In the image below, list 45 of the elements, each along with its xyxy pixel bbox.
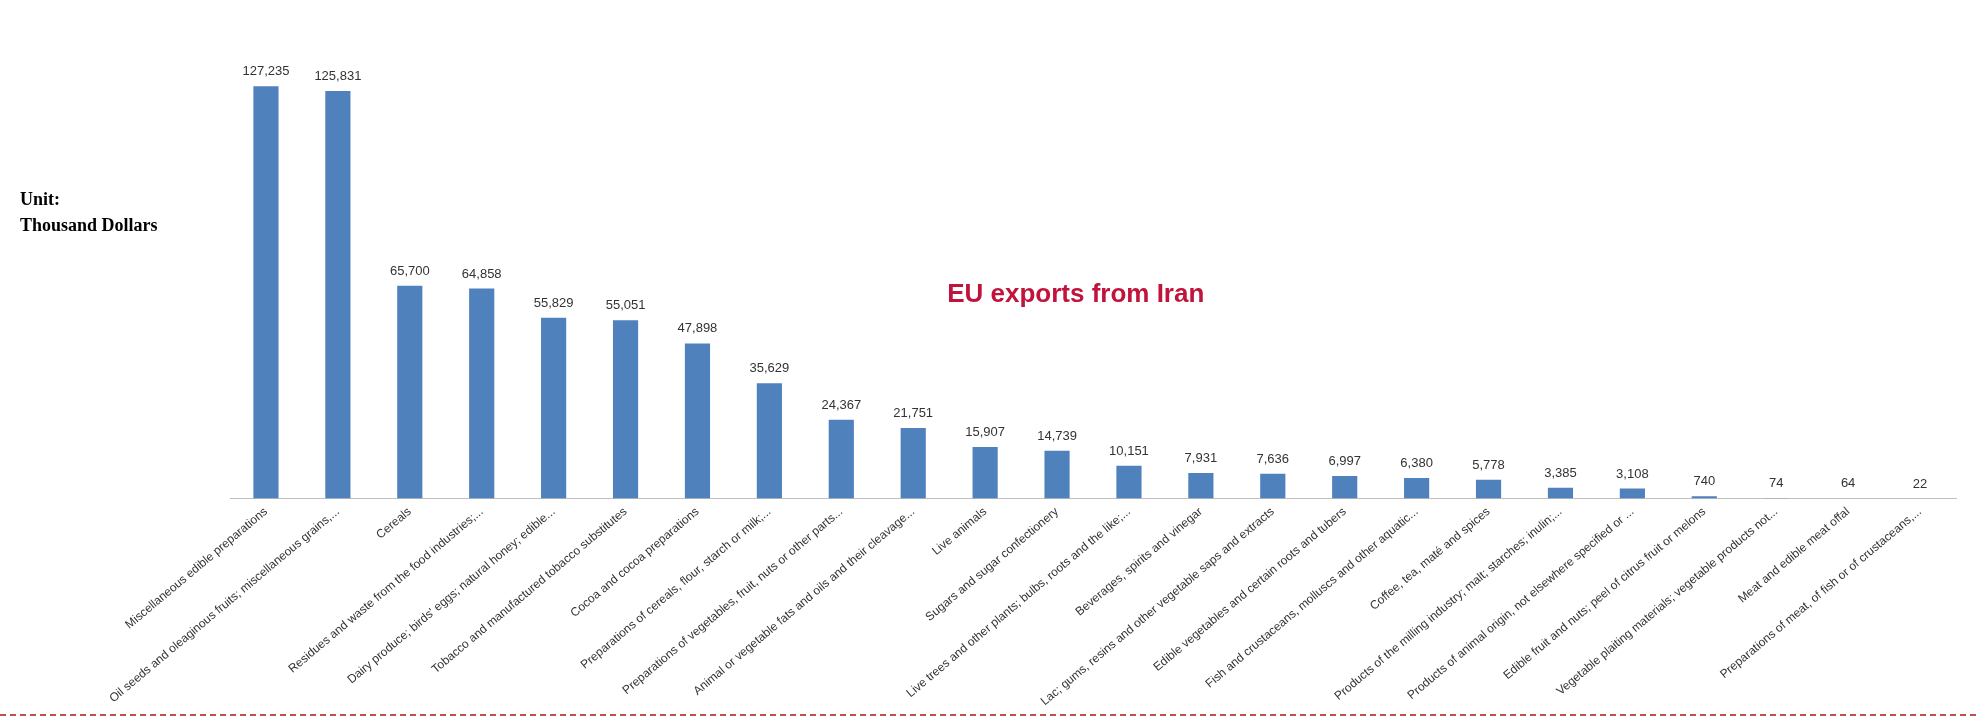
data-label: 3,108: [1616, 465, 1649, 481]
data-label: 10,151: [1109, 442, 1149, 458]
data-label: 64: [1840, 475, 1856, 491]
data-label: 24,367: [821, 396, 862, 412]
bar: [1475, 479, 1502, 499]
data-label: 127,235: [242, 63, 290, 79]
data-label: 74: [1768, 475, 1784, 491]
data-label: 740: [1693, 473, 1716, 489]
data-label: 125,831: [314, 67, 362, 83]
data-label: 6,997: [1328, 453, 1361, 468]
data-label: 47,898: [677, 320, 718, 336]
data-label: 55,051: [605, 297, 646, 313]
bar: [1404, 477, 1430, 499]
bar: [1547, 487, 1574, 499]
bar: [541, 317, 567, 499]
data-label: 3,385: [1544, 464, 1577, 480]
data-label: 65,700: [389, 262, 430, 278]
data-label: 64,858: [461, 265, 502, 281]
bar: [1332, 475, 1358, 499]
bar: [397, 285, 423, 499]
bar: [972, 447, 998, 499]
y-axis-title: Unit: Thousand Dollars: [20, 188, 158, 235]
data-label: 21,751: [893, 405, 934, 421]
data-label: 55,829: [533, 294, 574, 310]
data-label: 14,739: [1037, 427, 1077, 443]
data-label: 15,907: [965, 424, 1006, 440]
bar: [325, 90, 351, 499]
bar: [1044, 450, 1070, 499]
data-label: 6,380: [1400, 455, 1433, 470]
data-label: 7,931: [1184, 449, 1218, 465]
bar: [1260, 473, 1286, 499]
bar: [828, 419, 854, 499]
data-label: 35,629: [749, 360, 790, 376]
bar: [1188, 472, 1214, 499]
text: EU exports from Iran: [947, 277, 1205, 308]
bar: [684, 343, 711, 499]
bar: [756, 383, 782, 499]
bar: [253, 86, 279, 499]
bar: [469, 288, 495, 499]
data-label: 22: [1912, 475, 1928, 491]
data-label: 5,778: [1472, 456, 1505, 472]
bar: [1116, 465, 1142, 499]
data-label: 7,636: [1256, 450, 1290, 466]
bar: [612, 320, 639, 499]
bar: [900, 428, 926, 499]
